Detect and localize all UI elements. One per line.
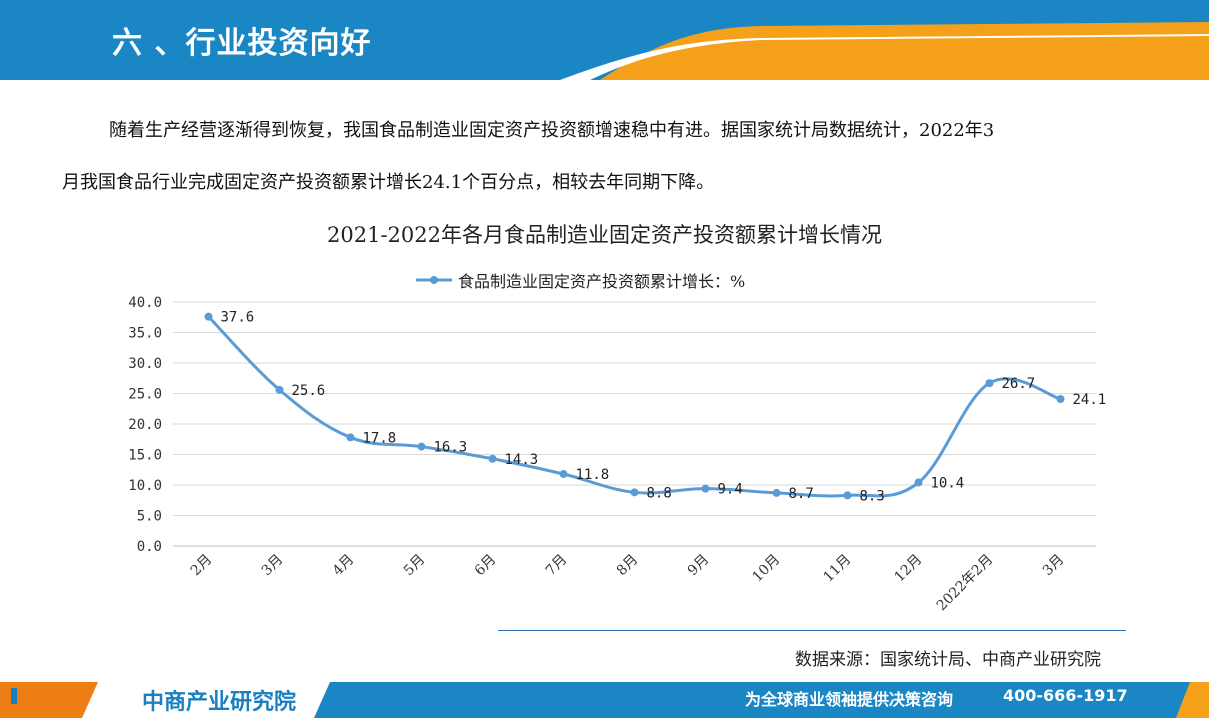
data-point bbox=[204, 312, 213, 321]
logo-text: 中商产业研究院 bbox=[142, 690, 297, 715]
y-tick-label: 10.0 bbox=[128, 478, 162, 494]
x-tick-label: 3月 bbox=[1040, 552, 1068, 580]
data-point bbox=[772, 488, 781, 497]
y-tick-label: 0.0 bbox=[137, 539, 162, 555]
data-label: 9.4 bbox=[718, 482, 743, 498]
paragraph-line-2: 月我国食品行业完成固定资产投资额累计增长24.1个百分点，相较去年同期下降。 bbox=[62, 172, 715, 193]
legend-line-marker bbox=[416, 276, 452, 284]
x-tick-label: 2022年2月 bbox=[934, 552, 997, 615]
x-tick-label: 10月 bbox=[750, 552, 784, 586]
data-label: 8.7 bbox=[789, 486, 814, 502]
data-label: 8.8 bbox=[647, 485, 672, 501]
x-tick-label: 4月 bbox=[330, 552, 358, 580]
data-point bbox=[559, 470, 568, 479]
y-tick-label: 5.0 bbox=[137, 509, 162, 525]
data-label: 37.6 bbox=[221, 310, 255, 326]
x-tick-label: 8月 bbox=[614, 552, 642, 580]
page-title: 六 、行业投资向好 bbox=[112, 26, 372, 61]
data-point bbox=[630, 488, 639, 497]
y-tick-label: 30.0 bbox=[128, 356, 162, 372]
data-label: 26.7 bbox=[1002, 376, 1036, 392]
data-label: 17.8 bbox=[363, 430, 397, 446]
y-tick-label: 15.0 bbox=[128, 448, 162, 464]
x-tick-label: 12月 bbox=[892, 552, 926, 586]
data-point bbox=[275, 385, 284, 394]
data-label: 8.3 bbox=[860, 488, 885, 504]
y-tick-label: 20.0 bbox=[128, 417, 162, 433]
logo-icon bbox=[1, 683, 27, 709]
data-point bbox=[914, 478, 923, 487]
data-point bbox=[985, 379, 994, 388]
header-background bbox=[0, 0, 1209, 80]
line-chart: 0.0 5.0 10.0 15.0 20.0 25.0 30.0 35.0 40.0 2月 3月 4月… bbox=[128, 295, 1107, 615]
data-label: 11.8 bbox=[576, 467, 610, 483]
y-tick-label: 35.0 bbox=[128, 326, 162, 342]
data-point bbox=[1056, 394, 1065, 403]
data-label: 25.6 bbox=[292, 383, 326, 399]
data-point bbox=[417, 442, 426, 451]
x-tick-label: 3月 bbox=[259, 552, 287, 580]
chart-legend: 食品制造业固定资产投资额累计增长：% bbox=[416, 268, 745, 292]
footer-bar: 中商产业研究院 为全球商业领袖提供决策咨询 400-666-1917 bbox=[0, 682, 1209, 718]
y-tick-label: 40.0 bbox=[128, 295, 162, 311]
data-point bbox=[346, 433, 355, 442]
data-point bbox=[843, 491, 852, 500]
x-tick-label: 11月 bbox=[821, 552, 855, 586]
y-tick-label: 25.0 bbox=[128, 387, 162, 403]
x-tick-label: 7月 bbox=[543, 552, 571, 580]
footer-phone: 400-666-1917 bbox=[1003, 686, 1128, 705]
data-point bbox=[488, 454, 497, 463]
x-tick-label: 9月 bbox=[685, 552, 713, 580]
intro-paragraph: 随着生产经营逐渐得到恢复，我国食品制造业固定资产投资额增速稳中有进。据国家统计局… bbox=[62, 105, 1152, 209]
footer-slogan: 为全球商业领袖提供决策咨询 bbox=[745, 690, 954, 709]
footer-background bbox=[0, 682, 1209, 718]
paragraph-line-1: 随着生产经营逐渐得到恢复，我国食品制造业固定资产投资额增速稳中有进。据国家统计局… bbox=[109, 120, 995, 141]
data-point bbox=[701, 484, 710, 493]
data-label: 16.3 bbox=[434, 440, 468, 456]
x-tick-label: 2月 bbox=[188, 552, 216, 580]
source-divider bbox=[498, 630, 1126, 631]
series-line bbox=[207, 315, 1061, 498]
header-banner: 六 、行业投资向好 bbox=[0, 0, 1209, 80]
data-label: 10.4 bbox=[931, 476, 965, 492]
data-source: 数据来源：国家统计局、中商产业研究院 bbox=[795, 650, 1101, 670]
x-tick-label: 6月 bbox=[472, 552, 500, 580]
x-tick-label: 5月 bbox=[401, 552, 429, 580]
legend-label: 食品制造业固定资产投资额累计增长：% bbox=[458, 272, 746, 291]
data-label: 14.3 bbox=[505, 452, 539, 468]
data-label: 24.1 bbox=[1073, 392, 1107, 408]
chart-title: 2021-2022年各月食品制造业固定资产投资额累计增长情况 bbox=[327, 223, 882, 247]
